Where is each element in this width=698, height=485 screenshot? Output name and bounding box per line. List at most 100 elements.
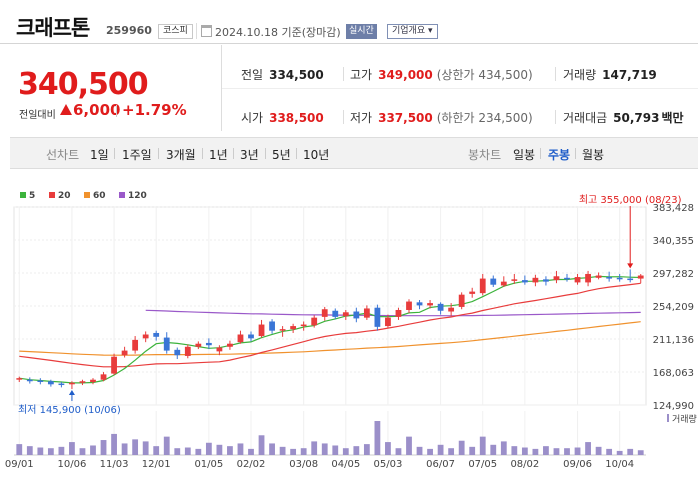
x-tick-label: 07/05 — [468, 459, 497, 470]
chart-canvas: 124,990 168,063 211,136 254,209 297,282 340,3… — [5, 191, 697, 470]
tab-line-chart[interactable]: 선차트 — [46, 148, 80, 162]
x-tick-label: 12/01 — [142, 459, 171, 470]
tab-period-5y[interactable]: 5년 — [272, 148, 291, 162]
candle-body — [100, 374, 107, 380]
min-price-annotation: 최저 145,900 (10/06) — [18, 404, 121, 416]
calendar-icon — [201, 25, 212, 37]
realtime-button[interactable]: 실시간 — [346, 24, 377, 39]
tab-period-1d[interactable]: 1일 — [90, 148, 109, 162]
volume-bar — [585, 442, 591, 455]
candle-body — [184, 346, 191, 356]
divider — [202, 148, 203, 159]
y-tick-label: 254,209 — [653, 302, 694, 313]
candle-body — [406, 301, 412, 310]
tab-candle-monthly[interactable]: 월봉 — [582, 148, 605, 162]
volume-bar — [363, 444, 370, 455]
x-tick-label: 09/01 — [5, 459, 34, 470]
min-arrow-head — [68, 389, 75, 395]
candle-body — [553, 276, 560, 281]
candle-body — [79, 381, 86, 383]
volume-bar — [406, 436, 412, 455]
x-tick-label: 03/08 — [289, 459, 318, 470]
volume-bar — [311, 441, 318, 455]
divider — [114, 148, 115, 159]
x-tick-label: 10/06 — [58, 459, 87, 470]
reference-date: 2024.10.18 기준(장마감) — [215, 26, 341, 39]
volume-bar — [511, 446, 518, 455]
volume-bar — [490, 444, 497, 455]
volume-bar — [195, 448, 202, 455]
volume-bar — [121, 443, 128, 455]
legend-swatch — [119, 192, 125, 198]
tab-period-10y[interactable]: 10년 — [303, 148, 330, 162]
stat-trade-amount: 거래대금 50,793 백만 — [563, 111, 684, 125]
legend-label: 60 — [93, 191, 106, 201]
volume-bar — [111, 433, 117, 455]
volume-bar — [395, 448, 402, 455]
legend-swatch — [84, 192, 90, 198]
y-tick-label: 211,136 — [653, 335, 694, 346]
tab-candle-chart[interactable]: 봉차트 — [468, 148, 502, 162]
volume-bar — [543, 446, 549, 455]
divider — [343, 110, 344, 124]
tab-candle-daily[interactable]: 일봉 — [513, 148, 536, 162]
volume-bar — [205, 442, 212, 455]
up-triangle-icon — [60, 104, 72, 115]
volume-bar — [437, 444, 444, 455]
volume-bar — [248, 448, 254, 455]
candle-body — [448, 307, 455, 312]
volume-bar — [342, 448, 349, 455]
divider — [265, 148, 266, 159]
volume-bar — [616, 450, 623, 455]
change-percent: +1.79% — [122, 101, 187, 119]
tab-period-1w[interactable]: 1주일 — [122, 148, 152, 162]
candle-body — [132, 339, 139, 351]
legend-label: 20 — [58, 191, 71, 201]
legend-label: 120 — [128, 191, 147, 201]
volume-bar — [258, 435, 265, 455]
divider — [540, 148, 541, 159]
candle-body — [237, 334, 244, 343]
volume-bar — [374, 421, 381, 455]
tab-period-3y[interactable]: 3년 — [240, 148, 259, 162]
candle-body — [269, 321, 275, 331]
stats-divider — [222, 88, 698, 89]
candle-body — [627, 278, 634, 281]
candle-body — [342, 312, 349, 317]
candle-body — [479, 278, 486, 294]
volume-bar — [574, 447, 581, 455]
max-price-annotation: 최고 355,000 (08/23) — [579, 194, 682, 206]
candle-body — [574, 277, 581, 283]
candle-body — [216, 347, 223, 352]
candlestick-chart: 124,990 168,063 211,136 254,209 297,282 340,3… — [0, 183, 698, 485]
volume-bar — [26, 446, 33, 455]
divider — [575, 148, 576, 159]
x-tick-label: 09/06 — [563, 459, 592, 470]
volume-bar — [163, 436, 170, 455]
stock-name: 크래프톤 — [16, 16, 90, 40]
volume-bar — [216, 444, 223, 455]
volume-legend-swatch — [667, 414, 669, 422]
candle-body — [521, 280, 528, 283]
legend-label: 5 — [29, 191, 35, 201]
volume-bar — [553, 448, 560, 455]
candle-body — [363, 308, 370, 318]
candle-body — [121, 350, 128, 356]
candle-body — [437, 303, 444, 311]
x-tick-label: 01/05 — [194, 459, 223, 470]
volume-bar — [479, 436, 486, 455]
y-tick-label: 168,063 — [653, 368, 694, 379]
x-tick-label: 04/05 — [331, 459, 360, 470]
x-tick-label: 10/04 — [605, 459, 634, 470]
candle-body — [595, 275, 602, 278]
tab-period-3m[interactable]: 3개월 — [166, 148, 196, 162]
volume-bar — [58, 446, 65, 455]
candle-body — [227, 343, 233, 347]
volume-bar — [595, 446, 602, 455]
volume-bar — [521, 447, 528, 455]
volume-bar — [79, 448, 86, 455]
tab-candle-weekly[interactable]: 주봉 — [548, 148, 571, 162]
tab-period-1y[interactable]: 1년 — [209, 148, 228, 162]
company-overview-dropdown[interactable]: 기업개요 ▾ — [387, 24, 438, 39]
volume-bar — [47, 448, 54, 455]
